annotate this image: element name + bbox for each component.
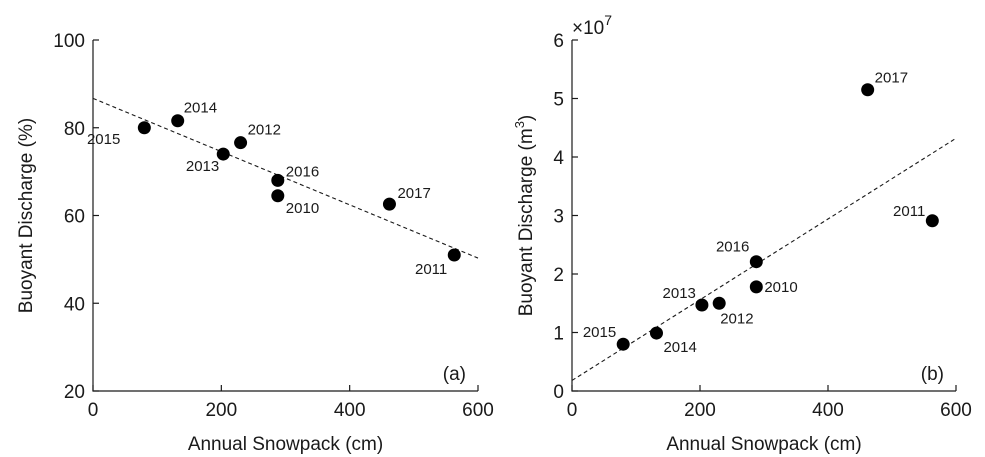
data-label-2016: 2016 — [716, 239, 749, 256]
data-point-2010 — [271, 189, 285, 203]
data-point-2014 — [171, 114, 185, 128]
y-tick-label: 100 — [53, 31, 85, 52]
data-point-2011 — [925, 214, 939, 228]
data-point-2011 — [447, 248, 461, 262]
data-label-2016: 2016 — [286, 163, 319, 180]
y-tick-label: 2 — [553, 265, 564, 286]
data-point-2012 — [712, 296, 726, 310]
data-label-2015: 2015 — [87, 131, 120, 148]
data-label-2014: 2014 — [184, 100, 217, 117]
x-tick-label: 600 — [462, 400, 494, 421]
x-tick-label: 0 — [88, 400, 99, 421]
y-tick-label: 20 — [64, 382, 85, 403]
data-point-2016 — [271, 173, 285, 187]
data-point-2017 — [861, 83, 875, 97]
panel-b-ticks: 0 200 400 600 0 1 2 3 4 5 6 — [553, 31, 971, 421]
x-tick-label: 400 — [334, 400, 366, 421]
y-tick-label: 80 — [64, 119, 85, 140]
data-point-2014 — [649, 326, 663, 340]
y-tick-label: 6 — [553, 31, 564, 52]
data-point-2013 — [695, 298, 709, 312]
x-tick-label: 600 — [940, 400, 972, 421]
x-tick-label: 0 — [567, 400, 578, 421]
panel-a-y-axis-title: Buoyant Discharge (%) — [16, 118, 37, 313]
data-point-2015 — [616, 337, 630, 351]
data-label-2015: 2015 — [583, 324, 616, 341]
y-tick-label: 3 — [553, 207, 564, 228]
panel-a-label: (a) — [443, 364, 466, 385]
data-point-2016 — [749, 255, 763, 269]
x-tick-label: 200 — [684, 400, 716, 421]
panel-b-trendline — [571, 137, 957, 381]
panel-b-label: (b) — [921, 364, 944, 385]
panel-b-x-axis-title: Annual Snowpack (cm) — [666, 434, 861, 455]
data-point-2017 — [382, 197, 396, 211]
data-label-2011: 2011 — [893, 203, 925, 220]
data-label-2012: 2012 — [720, 310, 753, 327]
data-label-2011: 2011 — [415, 261, 447, 278]
data-point-2015 — [137, 121, 151, 135]
panel-a-ticks: 0 200 400 600 20 40 60 80 100 — [53, 31, 494, 421]
data-point-2013 — [216, 147, 230, 161]
data-label-2013: 2013 — [663, 285, 696, 302]
x-tick-label: 200 — [205, 400, 237, 421]
data-label-2010: 2010 — [764, 279, 797, 296]
y-tick-label: 0 — [553, 382, 564, 403]
data-label-2012: 2012 — [248, 122, 281, 139]
y-tick-label: 40 — [64, 294, 85, 315]
data-point-2012 — [234, 136, 248, 150]
y-tick-label: 60 — [64, 207, 85, 228]
panel-b-points: 2015 2014 2013 2012 2016 2010 2017 2011 — [583, 70, 939, 356]
data-label-2010: 2010 — [286, 200, 319, 217]
panel-a-x-axis-title: Annual Snowpack (cm) — [188, 434, 383, 455]
y-tick-label: 1 — [553, 324, 564, 345]
y-tick-label: 5 — [553, 90, 564, 111]
data-label-2014: 2014 — [663, 339, 696, 356]
y-tick-label: 4 — [553, 148, 564, 169]
data-label-2017: 2017 — [875, 70, 908, 87]
data-point-2010 — [749, 280, 763, 294]
data-label-2013: 2013 — [186, 158, 219, 175]
panel-b-y-multiplier: ×107 — [572, 12, 612, 39]
data-label-2017: 2017 — [397, 185, 430, 202]
x-tick-label: 400 — [812, 400, 844, 421]
panel-b-y-axis-title: Buoyant Discharge (m3) — [512, 115, 537, 317]
panel-a-points: 2015 2014 2013 2012 2016 2010 2017 2011 — [87, 100, 461, 278]
